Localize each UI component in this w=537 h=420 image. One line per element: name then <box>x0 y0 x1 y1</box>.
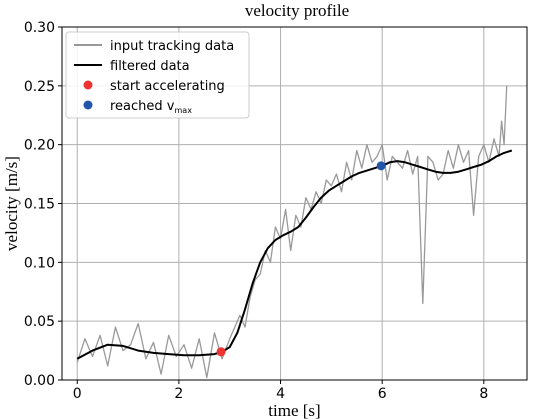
y-tick-label: 0.20 <box>24 138 55 154</box>
x-tick-label: 4 <box>276 386 285 402</box>
legend-label-reached-vmax: reached vmax <box>110 99 192 115</box>
y-tick-label: 0.05 <box>24 314 55 330</box>
legend-marker-start <box>83 80 93 90</box>
x-tick-label: 2 <box>174 386 183 402</box>
legend-label-start-accelerating: start accelerating <box>110 79 225 94</box>
series-filtered-data <box>76 149 513 360</box>
legend-box <box>65 31 250 119</box>
y-tick-label: 0.25 <box>24 79 55 95</box>
legend: input tracking data filtered data start ac… <box>65 31 250 119</box>
series-layer <box>76 85 513 379</box>
y-axis-label: velocity [m/s] <box>2 156 21 251</box>
legend-label-filtered-data: filtered data <box>110 59 190 74</box>
legend-marker-vmax <box>83 100 93 110</box>
y-tick-label: 0.10 <box>24 255 55 271</box>
x-tick-label: 8 <box>479 386 488 402</box>
y-tick-label: 0.15 <box>24 197 55 213</box>
y-tick-label: 0.30 <box>24 20 55 36</box>
series-input-tracking-data <box>76 85 508 379</box>
legend-label-input-tracking-data: input tracking data <box>110 39 234 54</box>
y-tick-label: 0.00 <box>24 373 55 389</box>
axis-ticks: 0 2 4 6 8 0.00 0.05 0.10 0.15 0.20 0.25 0.30 <box>24 20 488 402</box>
point-start-accelerating <box>216 347 226 357</box>
point-reached-vmax <box>376 161 386 171</box>
x-tick-label: 6 <box>378 386 387 402</box>
x-tick-label: 0 <box>73 386 82 402</box>
x-axis-label: time [s] <box>268 401 320 420</box>
chart-title: velocity profile <box>245 1 349 20</box>
legend-vmax-subscript: max <box>175 106 193 115</box>
